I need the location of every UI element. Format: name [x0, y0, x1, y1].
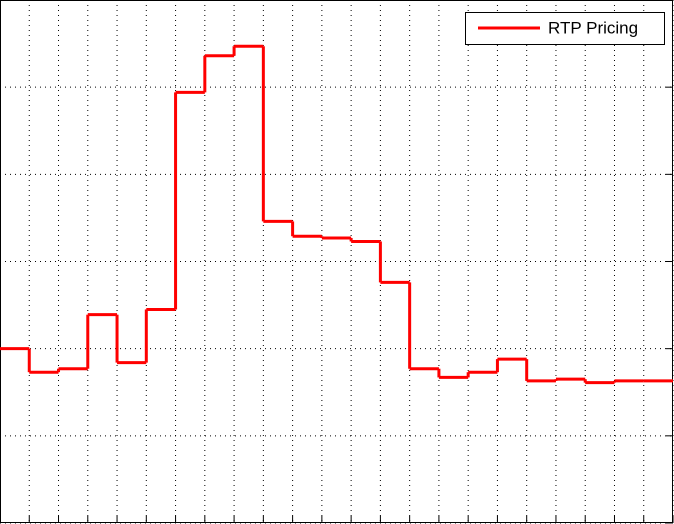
legend-label: RTP Pricing — [548, 18, 638, 37]
